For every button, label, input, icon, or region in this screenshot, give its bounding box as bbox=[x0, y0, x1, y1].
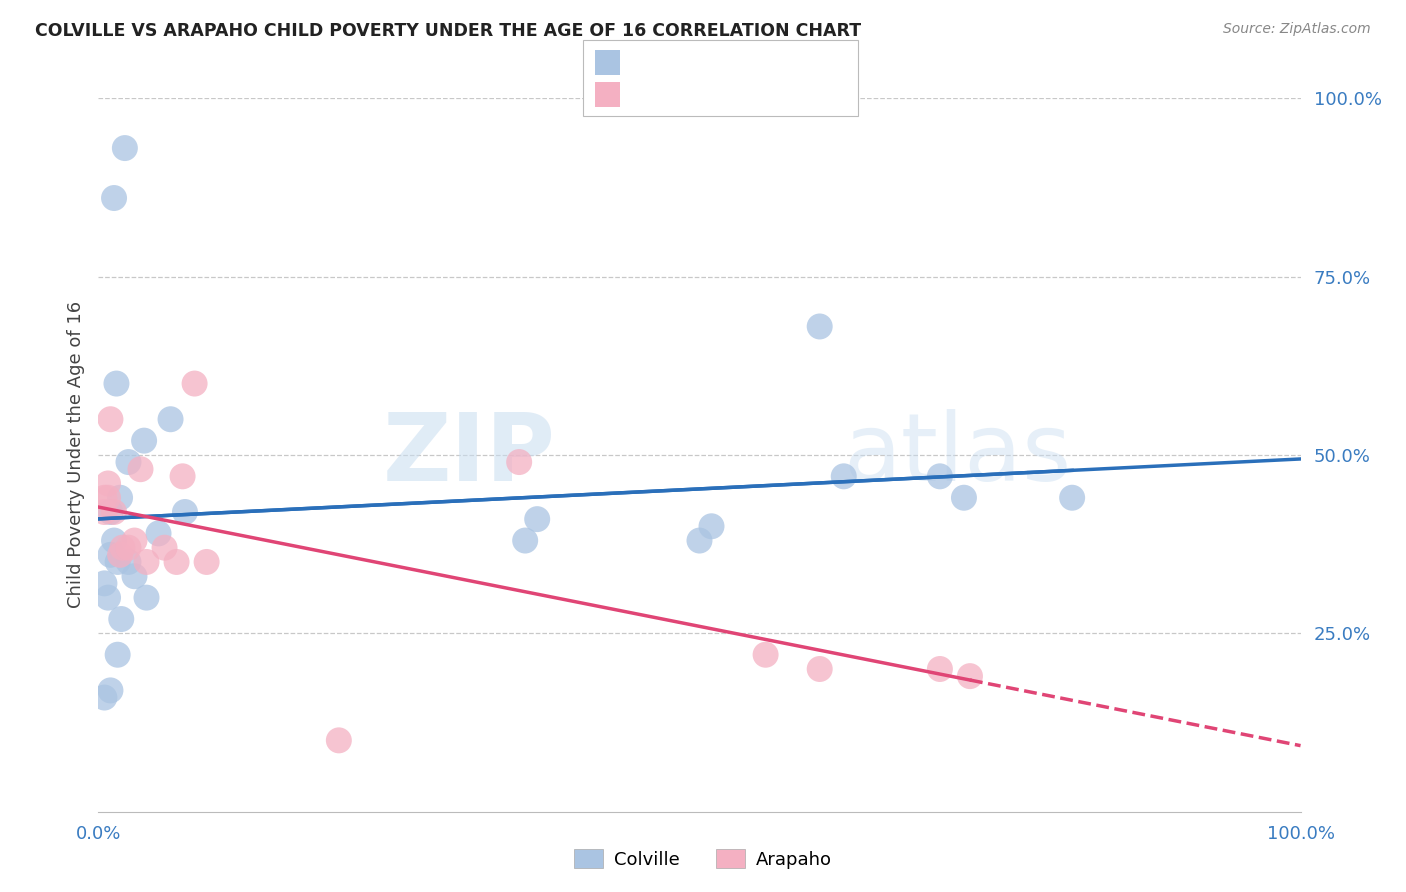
Text: Source: ZipAtlas.com: Source: ZipAtlas.com bbox=[1223, 22, 1371, 37]
Text: 23: 23 bbox=[769, 86, 793, 103]
Legend: Colville, Arapaho: Colville, Arapaho bbox=[567, 842, 839, 876]
Point bbox=[105, 376, 128, 391]
Point bbox=[174, 505, 197, 519]
Text: atlas: atlas bbox=[844, 409, 1071, 501]
Point bbox=[100, 548, 122, 562]
Point bbox=[103, 505, 125, 519]
Point bbox=[111, 541, 134, 555]
Point bbox=[108, 548, 131, 562]
Text: 31: 31 bbox=[769, 54, 792, 72]
Point bbox=[526, 512, 548, 526]
Point bbox=[100, 505, 122, 519]
Point bbox=[117, 541, 139, 555]
Point bbox=[928, 469, 950, 483]
Point bbox=[124, 533, 146, 548]
Point bbox=[110, 612, 132, 626]
Point bbox=[700, 519, 723, 533]
Text: -0.199: -0.199 bbox=[671, 86, 730, 103]
Point bbox=[755, 648, 778, 662]
Point bbox=[132, 434, 155, 448]
Point bbox=[103, 191, 125, 205]
Y-axis label: Child Poverty Under the Age of 16: Child Poverty Under the Age of 16 bbox=[66, 301, 84, 608]
Point bbox=[100, 683, 122, 698]
Point bbox=[114, 141, 136, 155]
Point bbox=[1062, 491, 1084, 505]
Point bbox=[172, 469, 194, 483]
Point bbox=[117, 555, 139, 569]
Point bbox=[100, 412, 122, 426]
Text: N =: N = bbox=[728, 86, 765, 103]
Point bbox=[107, 555, 129, 569]
Point bbox=[183, 376, 205, 391]
Point bbox=[117, 455, 139, 469]
Point bbox=[93, 690, 115, 705]
Point bbox=[953, 491, 976, 505]
Point bbox=[108, 491, 131, 505]
Point bbox=[959, 669, 981, 683]
Text: COLVILLE VS ARAPAHO CHILD POVERTY UNDER THE AGE OF 16 CORRELATION CHART: COLVILLE VS ARAPAHO CHILD POVERTY UNDER … bbox=[35, 22, 862, 40]
Point bbox=[93, 505, 115, 519]
Point bbox=[135, 555, 157, 569]
Point bbox=[159, 412, 181, 426]
Point bbox=[97, 491, 120, 505]
Point bbox=[688, 533, 710, 548]
Point bbox=[166, 555, 188, 569]
Point bbox=[97, 476, 120, 491]
Point bbox=[107, 648, 129, 662]
Text: 0.103: 0.103 bbox=[671, 54, 723, 72]
Point bbox=[515, 533, 537, 548]
Point bbox=[93, 491, 115, 505]
Point bbox=[195, 555, 218, 569]
Point bbox=[148, 526, 170, 541]
Text: R =: R = bbox=[628, 86, 665, 103]
Text: N =: N = bbox=[728, 54, 765, 72]
Text: ZIP: ZIP bbox=[382, 409, 555, 501]
Point bbox=[103, 533, 125, 548]
Point bbox=[928, 662, 950, 676]
Point bbox=[808, 662, 831, 676]
Point bbox=[97, 591, 120, 605]
Point bbox=[508, 455, 530, 469]
Point bbox=[832, 469, 855, 483]
Point bbox=[135, 591, 157, 605]
Point bbox=[129, 462, 152, 476]
Text: R =: R = bbox=[628, 54, 665, 72]
Point bbox=[93, 576, 115, 591]
Point bbox=[328, 733, 350, 747]
Point bbox=[124, 569, 146, 583]
Point bbox=[808, 319, 831, 334]
Point bbox=[153, 541, 176, 555]
